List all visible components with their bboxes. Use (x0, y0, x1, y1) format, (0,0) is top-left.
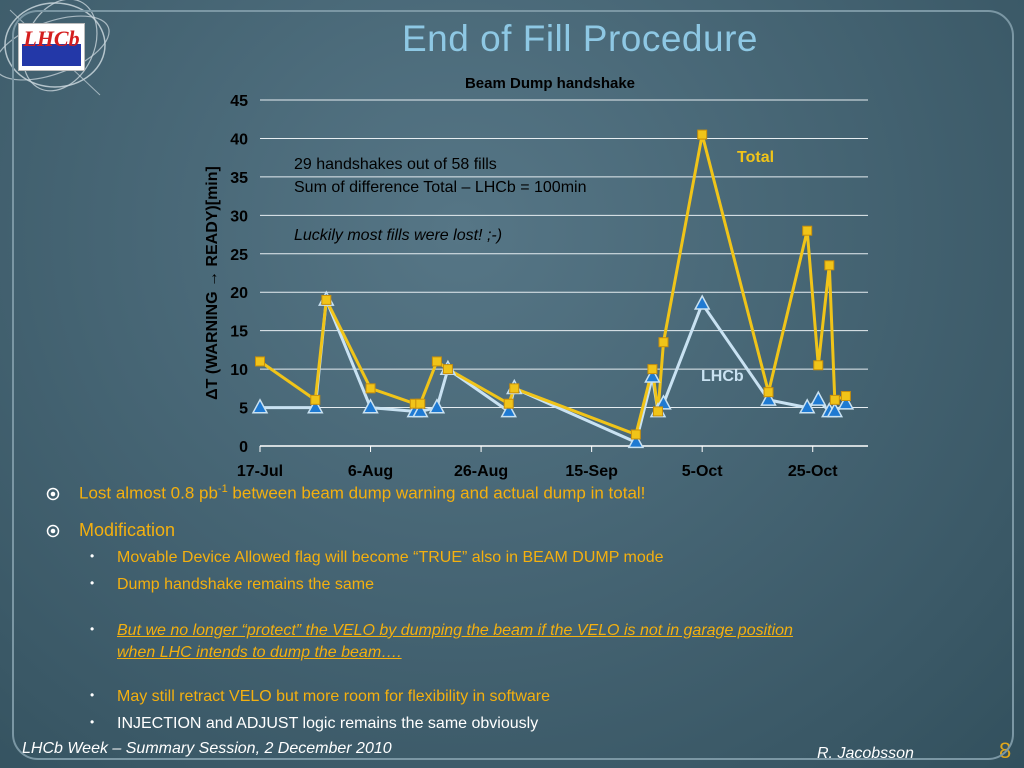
y-tick-label: 30 (230, 208, 248, 225)
bullet-modification-text: Modification (79, 520, 176, 540)
marker-lhcb (412, 402, 429, 418)
marker-lhcb (307, 398, 324, 414)
marker-total (840, 391, 851, 402)
marker-total (365, 383, 376, 394)
y-tick-label: 40 (230, 131, 248, 148)
x-tick-label: 17-Jul (237, 463, 283, 480)
marker-lhcb (760, 390, 777, 406)
y-tick-label: 5 (239, 401, 248, 418)
sub-bullet-5-text: INJECTION and ADJUST logic remains the s… (117, 715, 539, 732)
circle-dot-icon (46, 523, 60, 543)
bullet-lost-sup: -1 (217, 483, 228, 495)
y-tick-label: 20 (230, 285, 248, 302)
x-tick-marks (259, 446, 814, 452)
y-tick-label: 0 (239, 439, 248, 456)
y-tick-labels: 0 5 10 15 20 25 30 35 40 45 (230, 93, 248, 456)
marker-total (442, 364, 453, 375)
marker-lhcb (362, 398, 379, 414)
marker-total (813, 360, 824, 371)
annotation-luckily: Luckily most fills were lost! ;-) (294, 227, 502, 244)
page-number: 8 (999, 738, 1012, 763)
small-dot-icon: • (90, 576, 95, 590)
series-markers (251, 129, 855, 449)
sub-bullet-2-text: Dump handshake remains the same (117, 576, 375, 593)
marker-lhcb (837, 394, 855, 410)
series-line-lhcb (260, 298, 847, 444)
y-gridlines (260, 99, 868, 447)
marker-lhcb (826, 402, 844, 418)
marker-total (509, 383, 520, 394)
marker-total (630, 429, 641, 440)
footer-right: R. Jacobsson (817, 745, 914, 762)
sub-bullet-1-text: Movable Device Allowed flag will become … (117, 549, 664, 566)
marker-total (647, 364, 658, 375)
annotation-handshakes: 29 handshakes out of 58 fills (294, 156, 497, 173)
small-dot-icon: • (90, 622, 95, 636)
series-label-lhcb: LHCb (701, 368, 744, 385)
x-tick-label: 15-Sep (565, 463, 618, 480)
small-dot-icon: • (90, 688, 95, 702)
marker-total (697, 129, 708, 140)
x-tick-label: 6-Aug (348, 463, 393, 480)
small-dot-icon: • (90, 549, 95, 563)
sub-bullet-3-line2: when LHC intends to dump the beam…. (117, 644, 402, 661)
marker-total (255, 356, 265, 367)
marker-lhcb (251, 398, 269, 414)
y-tick-label: 15 (230, 324, 248, 341)
marker-total (658, 337, 669, 348)
circle-dot-icon (46, 486, 60, 506)
marker-total (415, 398, 426, 409)
beam-dump-chart: Beam Dump handshake 0 5 10 15 20 25 30 35 40 45 1… (204, 75, 868, 480)
marker-total (503, 398, 514, 409)
series-label-total: Total (737, 149, 774, 166)
y-tick-label: 10 (230, 362, 248, 379)
marker-lhcb (810, 390, 827, 406)
marker-total (829, 394, 840, 405)
marker-total (652, 406, 663, 417)
small-dot-icon: • (90, 715, 95, 729)
marker-lhcb (798, 398, 816, 414)
x-tick-label: 26-Aug (454, 463, 508, 480)
x-tick-label: 5-Oct (682, 463, 724, 480)
slide-title: End of Fill Procedure (401, 18, 758, 59)
logo-text: LHCb (23, 26, 80, 51)
x-tick-label: 25-Oct (788, 463, 838, 480)
x-tick-labels: 17-Jul 6-Aug 26-Aug 15-Sep 5-Oct 25-Oct (237, 463, 838, 480)
marker-total (802, 225, 813, 236)
marker-total (321, 294, 332, 305)
marker-total (310, 394, 321, 405)
y-tick-label: 25 (230, 247, 248, 264)
bullet-lost-suffix: between beam dump warning and actual dum… (227, 483, 646, 503)
chart-title: Beam Dump handshake (465, 75, 635, 92)
sub-bullet-3-line1: But we no longer “protect” the VELO by d… (117, 622, 793, 639)
y-tick-label: 45 (230, 93, 248, 110)
y-tick-label: 35 (230, 170, 248, 187)
marker-total (763, 387, 774, 398)
footer-left: LHCb Week – Summary Session, 2 December … (22, 740, 392, 757)
annotation-sum: Sum of difference Total – LHCb = 100min (294, 179, 586, 196)
lhcb-logo: LHCb (18, 23, 85, 71)
marker-lhcb (627, 432, 645, 449)
marker-lhcb (500, 402, 517, 418)
marker-total (431, 356, 442, 367)
bullet-lost-prefix: Lost almost 0.8 pb (79, 483, 218, 503)
marker-lhcb (693, 294, 711, 310)
marker-lhcb (644, 367, 661, 383)
marker-lhcb (655, 394, 672, 410)
marker-total (824, 260, 835, 271)
y-axis-label: ΔT (WARNING → READY)[min] (204, 166, 221, 400)
sub-bullet-4-text: May still retract VELO but more room for… (117, 688, 551, 705)
marker-lhcb (428, 398, 446, 414)
logo-blue-band (22, 44, 81, 66)
